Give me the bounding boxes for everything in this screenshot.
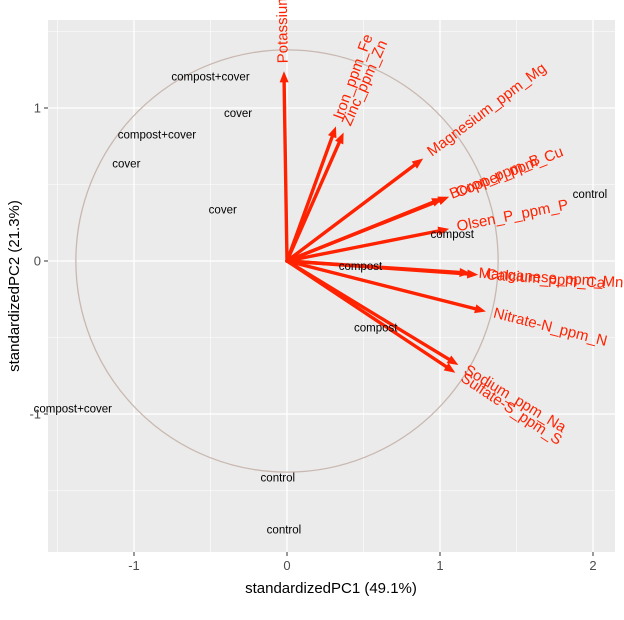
y-tick-label: -1 <box>29 407 41 422</box>
observation-label: control <box>267 524 302 536</box>
x-tick-label: 2 <box>589 558 596 573</box>
variable-arrow-shaft <box>282 80 289 263</box>
x-tick-label: 0 <box>283 558 290 573</box>
y-axis-title: standardizedPC2 (21.3%) <box>6 200 23 372</box>
variable-arrow-shaft <box>285 259 477 311</box>
observation-label: compost <box>431 229 475 241</box>
variable-arrow-shaft <box>285 163 417 263</box>
x-axis-ticks: -1 0 1 2 <box>128 552 597 573</box>
x-tick-label: 1 <box>436 558 443 573</box>
observation-label: compost <box>339 261 383 273</box>
variable-arrow-head <box>431 198 444 207</box>
observation-label: compost+cover <box>171 71 249 83</box>
variable-arrow-head <box>443 362 456 373</box>
variable-arrow-shaft <box>285 200 435 263</box>
variable-arrow-shaft <box>285 229 441 263</box>
observation-label: cover <box>209 205 237 217</box>
observation-label: compost <box>354 322 398 334</box>
observation-label: compost+cover <box>118 130 196 142</box>
variable-arrow-shaft <box>285 140 341 263</box>
major-gridlines <box>48 20 615 552</box>
y-tick-label: 1 <box>34 101 41 116</box>
variable-arrow-head <box>446 355 459 366</box>
variable-arrow-head <box>335 132 344 145</box>
variable-arrow-shaft <box>285 259 448 369</box>
observation-label: cover <box>112 159 140 171</box>
x-axis-title: standardizedPC1 (49.1%) <box>245 580 417 597</box>
plot-panel-background <box>48 20 615 552</box>
x-tick-label: -1 <box>128 558 140 573</box>
y-axis-ticks: -1 0 1 <box>29 101 48 422</box>
variable-arrow-head <box>466 269 479 279</box>
variable-arrows <box>279 71 486 373</box>
minor-gridlines <box>48 20 615 552</box>
observation-label: control <box>261 472 296 484</box>
variable-arrow-head <box>327 126 337 139</box>
variable-arrow-head <box>279 71 289 83</box>
variable-arrow-head <box>474 304 486 314</box>
observation-labels: compost+cover cover compost+cover cover cove… <box>34 71 608 536</box>
variable-arrow-head <box>437 226 450 236</box>
correlation-circle <box>75 49 499 473</box>
variable-arrow-shaft <box>285 259 469 276</box>
observation-label: cover <box>224 108 252 120</box>
observation-label: control <box>573 189 608 201</box>
y-tick-label: 0 <box>34 254 41 269</box>
observation-label: compost+cover <box>34 403 112 415</box>
variable-arrow-head <box>411 158 424 169</box>
variable-label: Potassium_ppm_K <box>273 0 292 63</box>
